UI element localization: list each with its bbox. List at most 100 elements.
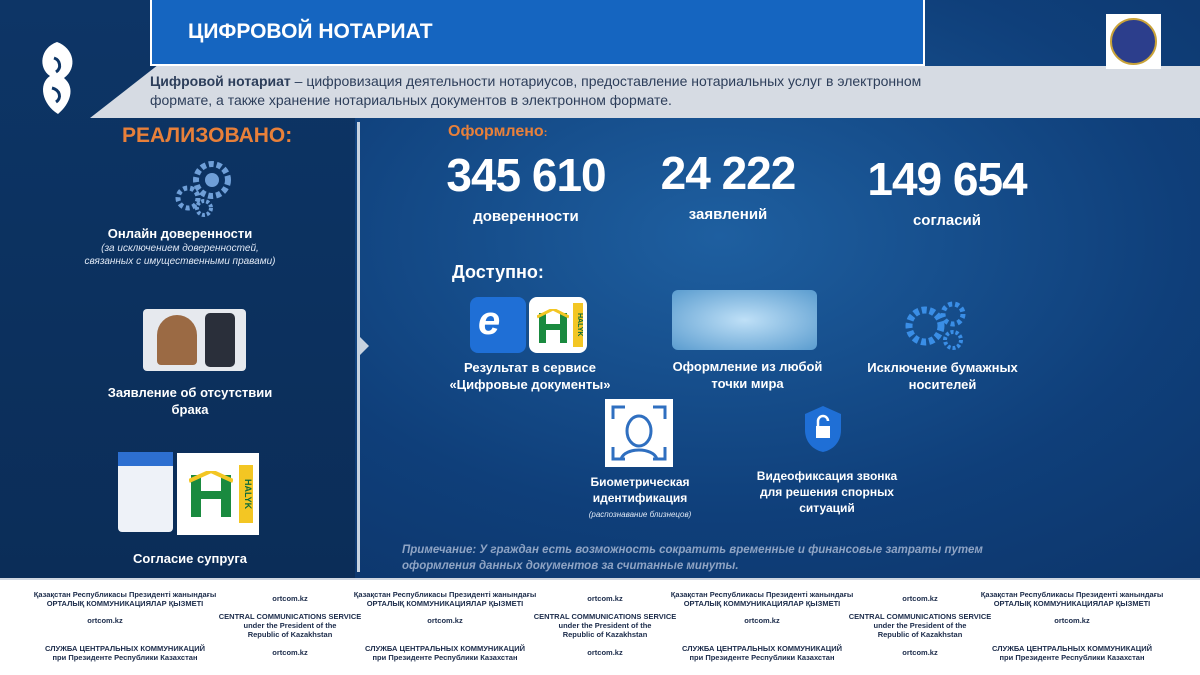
footer-block: СЛУЖБА ЦЕНТРАЛЬНЫХ КОММУНИКАЦИЙ при Прези… (682, 644, 842, 662)
h-mark (189, 471, 233, 517)
stat-label: доверенности (473, 208, 579, 225)
title: ЦИФРОВОЙ НОТАРИАТ (188, 20, 433, 43)
seal (1110, 18, 1157, 65)
available-title: Исключение бумажных носителей (867, 360, 1018, 392)
footer-line: СЛУЖБА ЦЕНТРАЛЬНЫХ КОММУНИКАЦИЙ (44, 644, 206, 653)
footer-block: ortcom.kz (587, 594, 622, 603)
footer-block: СЛУЖБА ЦЕНТРАЛЬНЫХ КОММУНИКАЦИЙ при Прези… (365, 644, 525, 662)
gears-icon (175, 161, 231, 217)
divider (357, 122, 360, 572)
stat-label: согласий (912, 212, 982, 229)
intro: Цифровой нотариат – цифровизация деятель… (150, 72, 980, 110)
halyk-label: HALYK (573, 303, 583, 347)
world-map (672, 290, 817, 350)
footer-line: ortcom.kz (902, 648, 938, 657)
stats-heading: Оформлено: (448, 123, 547, 141)
footer-line: ortcom.kz (1054, 616, 1090, 625)
footer-line: CENTRAL COMMUNICATIONS SERVICE (848, 612, 992, 621)
footer-line: СЛУЖБА ЦЕНТРАЛЬНЫХ КОММУНИКАЦИЙ (364, 644, 526, 653)
footer-line: ОРТАЛЫҚ КОММУНИКАЦИЯЛАР ҚЫЗМЕТІ (683, 599, 841, 608)
footer-line: ОРТАЛЫҚ КОММУНИКАЦИЯЛАР ҚЫЗМЕТІ (46, 599, 204, 608)
footer-line: при Президенте Республики Казахстан (689, 653, 835, 662)
seal-frame (1106, 14, 1161, 69)
footer-block: ortcom.kz (902, 648, 937, 657)
halyk-label: HALYK (239, 465, 253, 523)
footer-block: ortcom.kz (427, 616, 462, 625)
stat-value: 345 610 (446, 149, 606, 201)
divider-arrow (359, 336, 369, 356)
footer-line: under the President of the (558, 621, 652, 630)
item-note: (за исключением доверенностей, связанных… (84, 243, 276, 267)
h-mark (537, 309, 569, 343)
footer-block: Қазақстан Республикасы Президенті жанынд… (34, 590, 216, 608)
halyk-logo: HALYK (529, 297, 587, 353)
app-bar (118, 452, 173, 466)
item-title: Согласие супруга (133, 551, 247, 566)
intro-text: – цифровизация деятельности нотариусов, … (150, 73, 922, 108)
paperless-icon (905, 301, 966, 350)
footer-line: Қазақстан Республикасы Президенті жанынд… (980, 590, 1164, 599)
footer-line: ortcom.kz (272, 594, 308, 603)
footer-line: Republic of Kazakhstan (877, 630, 963, 639)
available-title: Биометрическая идентификация (590, 475, 690, 505)
footer-line: ОРТАЛЫҚ КОММУНИКАЦИЯЛАР ҚЫЗМЕТІ (366, 599, 524, 608)
footer-block: ortcom.kz (744, 616, 779, 625)
note: Примечание: У граждан есть возможность с… (402, 544, 983, 572)
shield-icon (805, 406, 841, 452)
footer-line: CENTRAL COMMUNICATIONS SERVICE (533, 612, 677, 621)
halyk-logo: HALYK (177, 453, 259, 535)
footer-line: при Президенте Республики Казахстан (999, 653, 1145, 662)
footer-line: CENTRAL COMMUNICATIONS SERVICE (218, 612, 362, 621)
footer-line: ortcom.kz (87, 616, 123, 625)
intro-term: Цифровой нотариат (150, 73, 291, 89)
footer-line: Қазақстан Республикасы Президенті жанынд… (670, 590, 854, 599)
footer-block: Қазақстан Республикасы Президенті жанынд… (671, 590, 853, 608)
stats-colon: : (543, 127, 548, 139)
item-title: Онлайн доверенности (107, 226, 253, 241)
footer-block: ortcom.kz (272, 648, 307, 657)
footer-block: ortcom.kz (902, 594, 937, 603)
footer-line: ortcom.kz (902, 594, 938, 603)
stat-value: 24 222 (660, 147, 797, 199)
footer-block: Қазақстан Республикасы Президенті жанынд… (354, 590, 536, 608)
stats-heading-text: Оформлено (448, 123, 544, 140)
face-id-icon (605, 399, 673, 467)
footer-line: СЛУЖБА ЦЕНТРАЛЬНЫХ КОММУНИКАЦИЙ (681, 644, 843, 653)
footer-line: under the President of the (873, 621, 967, 630)
footer-line: ortcom.kz (427, 616, 463, 625)
footer-line: при Президенте Республики Казахстан (372, 653, 518, 662)
app-screenshot (118, 452, 173, 532)
left-heading: РЕАЛИЗОВАНО: (122, 124, 293, 147)
footer-block: CENTRAL COMMUNICATIONS SERVICE under the … (219, 612, 362, 639)
footer-line: СЛУЖБА ЦЕНТРАЛЬНЫХ КОММУНИКАЦИЙ (991, 644, 1153, 653)
footer-line: Republic of Kazakhstan (247, 630, 333, 639)
edocs-logo: e (470, 297, 526, 353)
stat-value: 149 654 (867, 153, 1027, 205)
footer-block: ortcom.kz (272, 594, 307, 603)
available-title: Видеофиксация звонка для решения спорных… (756, 469, 898, 515)
footer-block: ortcom.kz (587, 648, 622, 657)
footer-line: Қазақстан Республикасы Президенті жанынд… (353, 590, 537, 599)
available-title: Оформление из любой точки мира (672, 359, 823, 391)
footer-block: СЛУЖБА ЦЕНТРАЛЬНЫХ КОММУНИКАЦИЙ при Прези… (992, 644, 1152, 662)
footer: Қазақстан Республикасы Президенті жанынд… (0, 578, 1200, 675)
available-heading: Доступно: (452, 262, 544, 282)
intro-band (90, 66, 1200, 118)
footer-line: ortcom.kz (587, 648, 623, 657)
footer-block: CENTRAL COMMUNICATIONS SERVICE under the … (849, 612, 992, 639)
edocs-letter: e (478, 299, 501, 343)
marriage-image (143, 309, 246, 371)
footer-line: Қазақстан Республикасы Президенті жанынд… (33, 590, 217, 599)
face-id (611, 405, 667, 461)
footer-line: ortcom.kz (272, 648, 308, 657)
footer-block: ortcom.kz (1054, 616, 1089, 625)
stat-label: заявлений (688, 206, 768, 223)
footer-block: СЛУЖБА ЦЕНТРАЛЬНЫХ КОММУНИКАЦИЙ при Прези… (45, 644, 205, 662)
emblem (42, 42, 73, 114)
item-title: Заявление об отсутствии брака (107, 385, 273, 417)
phone (205, 313, 235, 367)
footer-line: Republic of Kazakhstan (562, 630, 648, 639)
footer-line: under the President of the (243, 621, 337, 630)
title-box: ЦИФРОВОЙ НОТАРИАТ (150, 0, 925, 66)
